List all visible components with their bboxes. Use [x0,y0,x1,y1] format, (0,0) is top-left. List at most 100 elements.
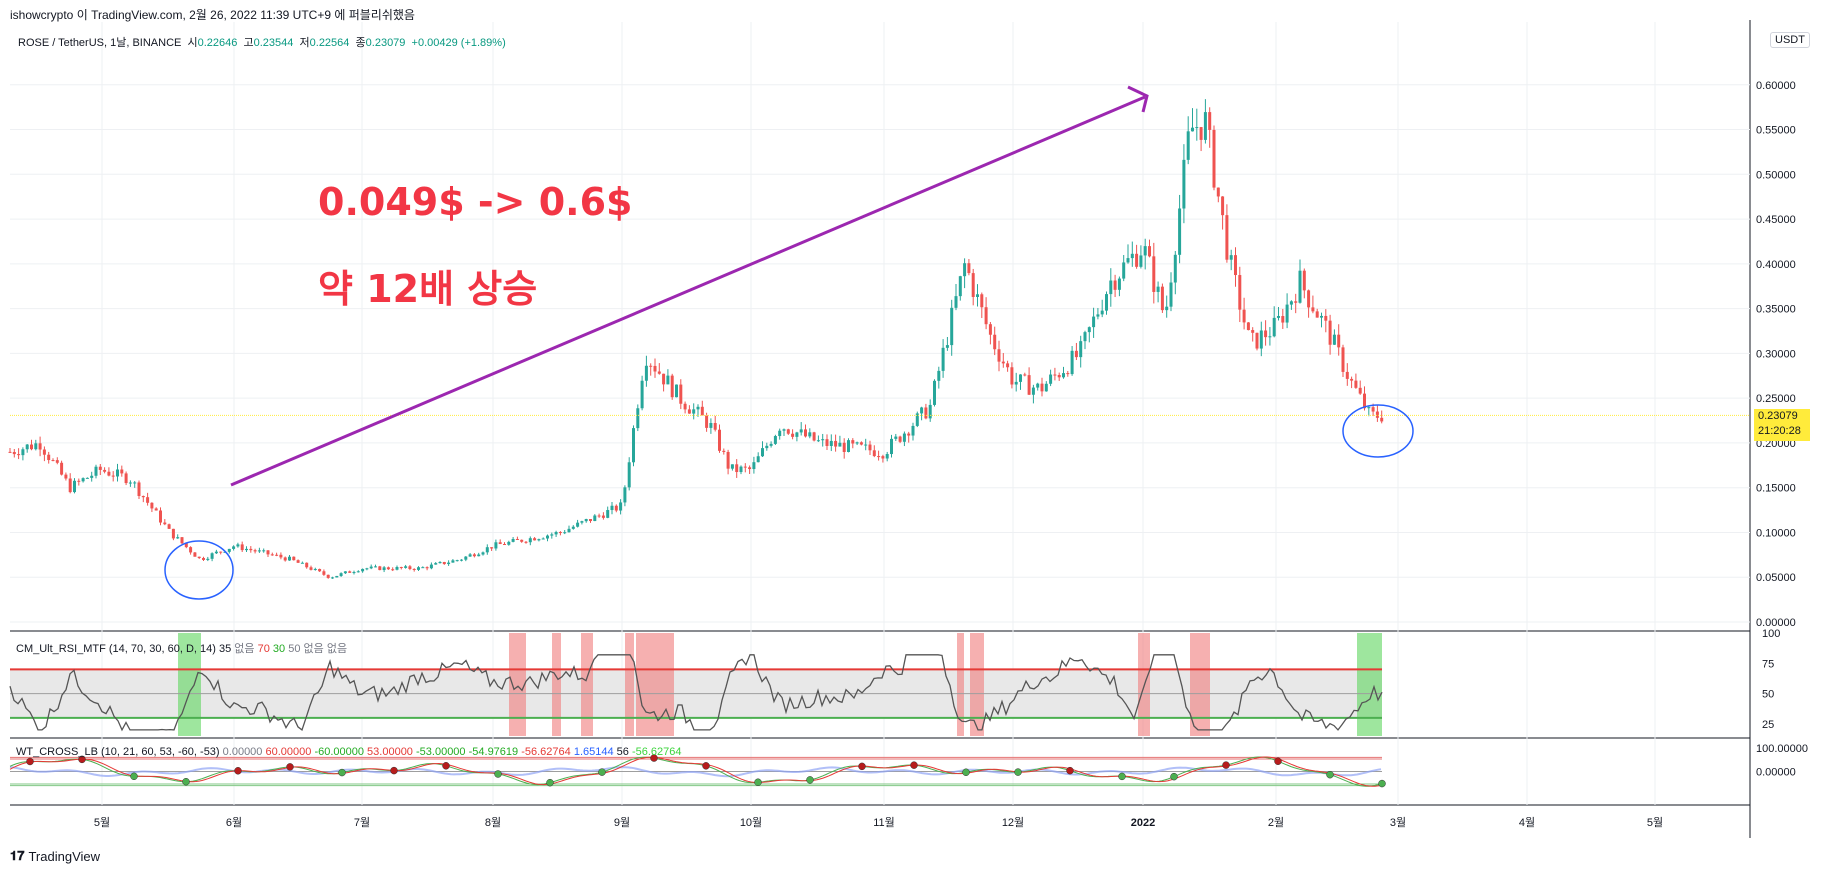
candle-body [1113,280,1117,290]
candle-body [632,428,635,463]
price-tick: 0.30000 [1756,348,1796,360]
candle-body [442,561,446,565]
wt-cross-dot [286,763,294,771]
candle-body [343,571,347,574]
candle-body [1302,270,1306,291]
candle-body [722,450,726,452]
rsi-zone [957,633,964,736]
candle-body [1049,374,1053,384]
wt-legend[interactable]: WT_CROSS_LB (10, 21, 60, 53, -60, -53) 0… [16,746,682,758]
low-circle [164,540,234,600]
candle-body [412,568,416,570]
rsi-none-3: 없음 [326,643,348,655]
rsi-zone [1357,633,1382,736]
candle-body [816,440,820,442]
wt-cross-dot [1066,766,1074,775]
candle-body [1006,363,1010,368]
candle-body [472,554,476,557]
candle-body [1036,383,1040,388]
price-tick: 0.45000 [1756,214,1796,226]
candle-body [1354,380,1358,388]
candle-body [1178,208,1182,255]
candle-body [1216,187,1220,197]
candle-body [954,296,958,308]
candle-body [907,433,911,436]
candle-body [963,263,967,277]
candle-body [1341,347,1345,372]
rsi-value: 35 [218,643,232,655]
candle-body [675,384,678,398]
candle-body [111,475,115,477]
candle-body [1242,309,1246,323]
rsi-tick: 25 [1762,719,1774,731]
candle-body [356,571,360,573]
candle-body [1375,411,1379,418]
candle-body [718,429,721,451]
time-tick: 6월 [226,816,242,829]
time-tick: 9월 [614,816,630,829]
candle-body [55,460,59,463]
wt-cross-dot [754,778,762,786]
publish-header: ishowcrypto 이 TradingView.com, 2월 26, 20… [10,8,415,22]
candle-body [1160,286,1164,311]
low-value: 0.22564 [309,37,350,49]
wt-cross-dot [858,762,866,771]
candle-body [8,451,12,453]
footer-brand[interactable]: TradingView [28,848,101,864]
candle-body [68,478,72,493]
candle-body [1363,393,1366,409]
candle-body [1371,407,1375,412]
candle-body [60,462,64,475]
candle-body [98,466,102,470]
candle-body [1367,407,1371,409]
candle-body [382,567,386,571]
candle-body [640,380,644,409]
candle-body [73,480,76,493]
candle-body [494,542,498,549]
candle-body [477,554,481,557]
candle-body [283,557,287,561]
rsi-none-1: 없음 [234,643,255,655]
candle-body [1027,375,1031,395]
wt-cross-dot [390,766,398,775]
wt-v1: 0.00000 [222,746,263,758]
candle-body [950,307,954,346]
rsi-legend[interactable]: CM_Ult_RSI_MTF (14, 70, 30, 60, D, 14) 3… [16,640,347,656]
candle-body [769,443,773,446]
candle-body [1234,255,1237,276]
rsi-tick: 100 [1762,628,1780,640]
candle-body [279,554,283,558]
candle-body [976,294,979,297]
candle-body [928,404,932,419]
candle-body [1208,112,1212,130]
candle-body [920,407,924,414]
candle-body [541,538,545,540]
footer: 𝟏𝟕 TradingView [10,848,100,864]
candle-body [133,482,137,484]
candle-body [498,542,502,545]
time-tick: 11월 [873,816,895,829]
candle-body [322,571,326,575]
candle-body [1281,316,1285,323]
change-value: +0.00429 (+1.89%) [411,37,506,49]
time-tick: 7월 [354,816,370,829]
candle-body [915,413,919,426]
candle-body [481,552,485,555]
candle-body [1255,332,1259,349]
rsi-line [9,654,1383,732]
candle-body [348,571,352,573]
annotation-multiplier: 약 12배 상승 [318,267,538,311]
candle-body [834,440,838,447]
currency-button[interactable]: USDT [1770,32,1810,48]
symbol-label[interactable]: ROSE / TetherUS, 1날, BINANCE [18,37,182,49]
candle-body [94,466,98,476]
candle-body [1100,310,1104,315]
candle-body [924,407,928,419]
candle-body [176,537,180,539]
candle-body [210,553,214,559]
time-tick: 2월 [1268,816,1284,829]
wt-cross-dot [1274,757,1282,765]
time-tick: 2022 [1131,817,1155,829]
candle-body [1328,320,1332,345]
